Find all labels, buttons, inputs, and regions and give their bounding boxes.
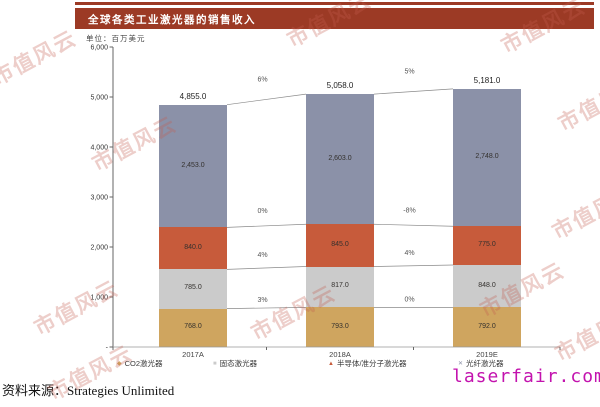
bar-total-label: 5,181.0 — [473, 75, 501, 85]
growth-percent-label: 0% — [257, 208, 267, 215]
square-marker-icon: ■ — [213, 361, 217, 367]
bar-segment: 840.0 — [159, 227, 227, 270]
segment-value-label: 768.0 — [184, 323, 202, 331]
segment-value-label: 793.0 — [331, 322, 349, 330]
y-tick-label: 6,000 — [90, 45, 108, 52]
bar-segment: 2,453.0 — [159, 104, 227, 228]
growth-percent-label: 3% — [257, 297, 267, 304]
legend-item: ✕ 光纤激光器 — [458, 358, 504, 369]
source-note: 资料来源：Strategies Unlimited — [2, 383, 175, 398]
y-tick-label: 1,000 — [90, 295, 108, 302]
segment-connector-line — [373, 264, 454, 267]
bar-segment: 792.0 — [453, 307, 521, 347]
segment-connector-line — [373, 88, 454, 95]
chart-title-bar: 全球各类工业激光器的销售收入 — [75, 8, 594, 29]
x-category-label: 2018A — [329, 350, 351, 359]
legend-item-label: CO2激光器 — [124, 359, 163, 368]
legend-item-label: 光纤激光器 — [466, 359, 504, 368]
bar-segment: 848.0 — [453, 265, 521, 308]
growth-percent-label: 5% — [404, 68, 414, 75]
bar-segment: 775.0 — [453, 226, 521, 265]
legend-item: ■ 固态激光器 — [213, 358, 257, 369]
bar-segment: 768.0 — [159, 308, 227, 347]
legend-item: ◆ CO2激光器 — [117, 358, 163, 369]
segment-value-label: 2,453.0 — [181, 161, 205, 169]
segment-connector-line — [226, 223, 307, 228]
legend-item-label: 固态激光器 — [219, 359, 258, 368]
legend-item: ▲ 半导体/准分子激光器 — [328, 358, 407, 369]
y-tick-label: 3,000 — [90, 195, 108, 202]
y-tick-label: - — [106, 345, 109, 352]
unit-label: 单位：百万美元 — [86, 34, 146, 43]
bar-segment: 2,748.0 — [453, 88, 521, 227]
growth-percent-label: 4% — [404, 250, 414, 257]
y-tick-label: 2,000 — [90, 245, 108, 252]
segment-connector-line — [226, 93, 307, 106]
segment-value-label: 845.0 — [331, 240, 349, 248]
legend-item-label: 半导体/准分子激光器 — [336, 359, 407, 368]
segment-connector-line — [373, 223, 454, 227]
top-rule — [75, 2, 594, 5]
x-marker-icon: ✕ — [458, 361, 464, 367]
bar-segment: 2,603.0 — [306, 94, 374, 225]
segment-connector-line — [226, 307, 307, 309]
growth-percent-label: 0% — [404, 296, 414, 303]
segment-value-label: 848.0 — [478, 281, 496, 289]
segment-value-label: 792.0 — [478, 322, 496, 330]
bar-segment: 817.0 — [306, 266, 374, 308]
chart-title: 全球各类工业激光器的销售收入 — [88, 14, 256, 26]
diamond-marker-icon: ◆ — [117, 361, 122, 367]
bar-segment: 785.0 — [159, 269, 227, 309]
x-category-label: 2017A — [182, 350, 204, 359]
segment-connector-line — [226, 266, 307, 270]
x-category-label: 2019E — [476, 350, 498, 359]
bar-total-label: 4,855.0 — [179, 91, 207, 101]
growth-percent-label: 6% — [257, 76, 267, 83]
bar-segment: 845.0 — [306, 224, 374, 267]
segment-value-label: 785.0 — [184, 284, 202, 292]
segment-value-label: 840.0 — [184, 243, 202, 251]
bar-segment: 793.0 — [306, 307, 374, 347]
segment-value-label: 2,748.0 — [475, 153, 499, 161]
segment-value-label: 775.0 — [478, 241, 496, 249]
triangle-marker-icon: ▲ — [328, 361, 334, 367]
growth-percent-label: -8% — [403, 207, 415, 214]
growth-percent-label: 4% — [257, 252, 267, 259]
y-tick-label: 4,000 — [90, 145, 108, 152]
segment-value-label: 2,603.0 — [328, 154, 352, 162]
bar-total-label: 5,058.0 — [326, 81, 354, 91]
site-watermark: laserfair.com — [452, 366, 600, 387]
segment-value-label: 817.0 — [331, 282, 349, 290]
y-tick-label: 5,000 — [90, 95, 108, 102]
